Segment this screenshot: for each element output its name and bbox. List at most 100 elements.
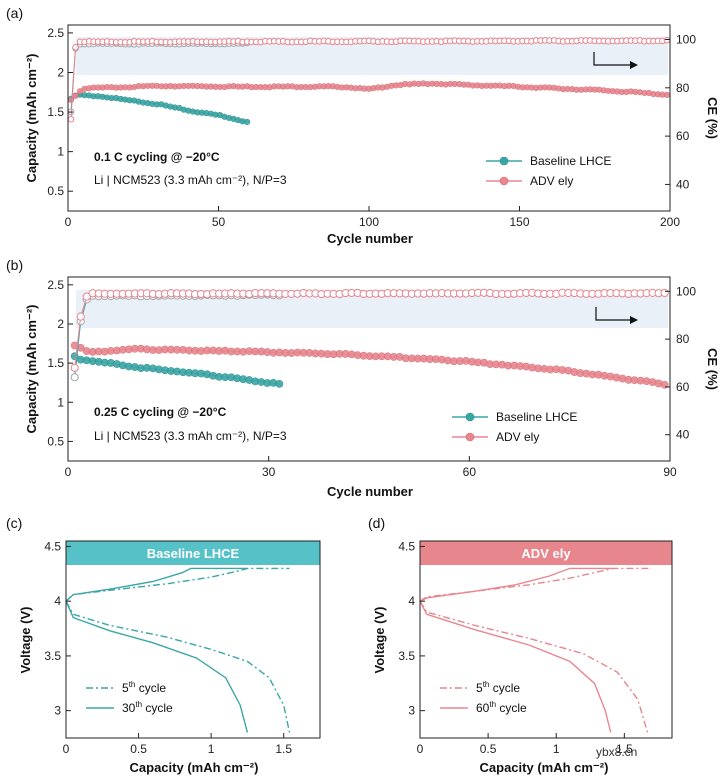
y2-tick-label: 40 (676, 428, 690, 442)
y-tick-label: 4 (54, 594, 61, 608)
panel-a: (a) 0 50 100 150 200 0.5 1 1.5 2 2.5 40 60 80 100 0.1… (6, 5, 720, 246)
legend-marker (465, 412, 475, 422)
panel-b-plot (70, 288, 669, 389)
y2-tick-label: 80 (676, 81, 690, 95)
curve-60th-cycle-discharge (419, 600, 612, 733)
x-tick-label: 150 (509, 215, 529, 229)
panel-a-plot (67, 36, 671, 126)
y-tick-label: 3 (54, 704, 61, 718)
ce-point (663, 36, 671, 44)
x-tick-label: 0 (63, 742, 70, 756)
x-tick-label: 30 (262, 465, 276, 479)
y-tick-label: 1 (57, 395, 64, 409)
legend-label: 5th cycle (476, 680, 520, 695)
panel-c-title-banner (66, 541, 320, 565)
panel-a-label: (a) (6, 5, 23, 21)
x-tick-label: 100 (359, 215, 379, 229)
y-tick-label: 0.5 (47, 434, 64, 448)
panel-c-legend: 5th cycle 30th cycle (86, 680, 173, 715)
ce-point (70, 373, 79, 382)
panel-c-title: Baseline LHCE (147, 546, 240, 561)
legend-label: Baseline LHCE (530, 154, 611, 168)
y-tick-label: 4.5 (44, 539, 61, 553)
series-adv-ce (70, 288, 669, 372)
series-baseline-capacity (67, 91, 251, 126)
panel-a-ylabel: Capacity (mAh cm⁻²) (24, 54, 39, 183)
legend-label: Baseline LHCE (496, 410, 577, 424)
series-adv-capacity (67, 80, 671, 103)
panel-d-legend: 5th cycle 60th cycle (440, 680, 527, 715)
x-tick-label: 0.5 (130, 742, 147, 756)
x-tick-label: 1.5 (275, 742, 292, 756)
x-tick-label: 0 (65, 215, 72, 229)
panel-b-legend: Baseline LHCE ADV ely (452, 410, 577, 444)
curve-30th-cycle-discharge (65, 600, 249, 733)
legend-label: 60th cycle (476, 700, 527, 715)
panel-a-xlabel: Cycle number (327, 231, 413, 246)
panel-b-right-axis-arrow (595, 307, 638, 324)
legend-label: 30th cycle (122, 700, 173, 715)
panel-a-y2label: CE (%) (705, 97, 720, 139)
y2-tick-label: 60 (676, 129, 690, 143)
panel-d-xlabel: Capacity (mAh cm⁻²) (480, 760, 609, 775)
y-tick-label: 2.5 (47, 26, 64, 40)
curve-5th-cycle-discharge (419, 600, 649, 733)
panel-b-axes: 0 30 60 90 0.5 1 1.5 2 2.5 40 60 80 100 (47, 278, 696, 479)
capacity-point (663, 91, 671, 99)
x-tick-label: 50 (212, 215, 226, 229)
y-tick-label: 1 (57, 145, 64, 159)
curve-60th-cycle-charge (419, 567, 614, 602)
panel-b-y2label: CE (%) (705, 348, 720, 390)
y2-tick-label: 80 (676, 332, 690, 346)
curve-30th-cycle-charge (65, 567, 248, 602)
panel-b-frame (67, 276, 671, 462)
legend-label: 5th cycle (122, 680, 166, 695)
capacity-point (67, 96, 75, 103)
x-tick-label: 60 (463, 465, 477, 479)
panel-c-axes: 0 0.5 1 1.5 3 3.5 4 4.5 (44, 539, 292, 756)
x-tick-label: 200 (660, 215, 680, 229)
y2-tick-label: 100 (676, 284, 696, 298)
panel-c-label: (c) (6, 515, 22, 531)
panel-b-ylabel: Capacity (mAh cm⁻²) (24, 305, 39, 434)
watermark: ybx8.cn (596, 745, 637, 759)
panel-d: (d) ADV ely 0 0.5 1 1.5 3 3.5 4 4.5 5th cycle 60… (368, 515, 673, 775)
ce-point (70, 363, 79, 372)
legend-marker (499, 176, 509, 186)
legend-marker (499, 156, 509, 166)
y-tick-label: 0.5 (47, 184, 64, 198)
panel-c-ylabel: Voltage (V) (18, 607, 33, 674)
panel-b: (b) 0 30 60 90 0.5 1 1.5 2 2.5 40 60 80 100 0.25 C c… (6, 257, 720, 499)
x-tick-label: 1 (553, 742, 560, 756)
x-tick-label: 0 (417, 742, 424, 756)
x-tick-label: 0.5 (480, 742, 497, 756)
y-tick-label: 2 (57, 317, 64, 331)
legend-label: ADV ely (530, 174, 573, 188)
panel-d-plot (419, 567, 652, 733)
panel-b-annotation-title: 0.25 C cycling @ −20°C (94, 405, 227, 419)
y-tick-label: 2.5 (47, 278, 64, 292)
y-tick-label: 4 (408, 594, 415, 608)
curve-5th-cycle-discharge (65, 600, 291, 733)
panel-a-legend: Baseline LHCE ADV ely (486, 154, 611, 188)
panel-d-title: ADV ely (521, 546, 571, 561)
panel-a-annotation-title: 0.1 C cycling @ −20°C (94, 150, 220, 164)
panel-d-axes: 0 0.5 1 1.5 3 3.5 4 4.5 (398, 539, 633, 756)
x-tick-label: 0 (65, 465, 72, 479)
y2-tick-label: 40 (676, 177, 690, 191)
ce-point (72, 44, 79, 51)
series-adv-capacity (70, 341, 669, 389)
ce-point (82, 292, 91, 301)
capacity-point (72, 92, 79, 99)
panel-d-title-banner (420, 541, 672, 565)
panel-a-right-axis-arrow (593, 52, 638, 69)
ce-point (76, 312, 85, 321)
curve-5th-cycle-charge (419, 567, 652, 602)
y-tick-label: 3.5 (44, 649, 61, 663)
y2-tick-label: 100 (676, 32, 696, 46)
panel-b-label: (b) (6, 257, 23, 273)
y-tick-label: 3.5 (398, 649, 415, 663)
legend-marker (465, 432, 475, 442)
panel-d-ylabel: Voltage (V) (372, 607, 387, 674)
